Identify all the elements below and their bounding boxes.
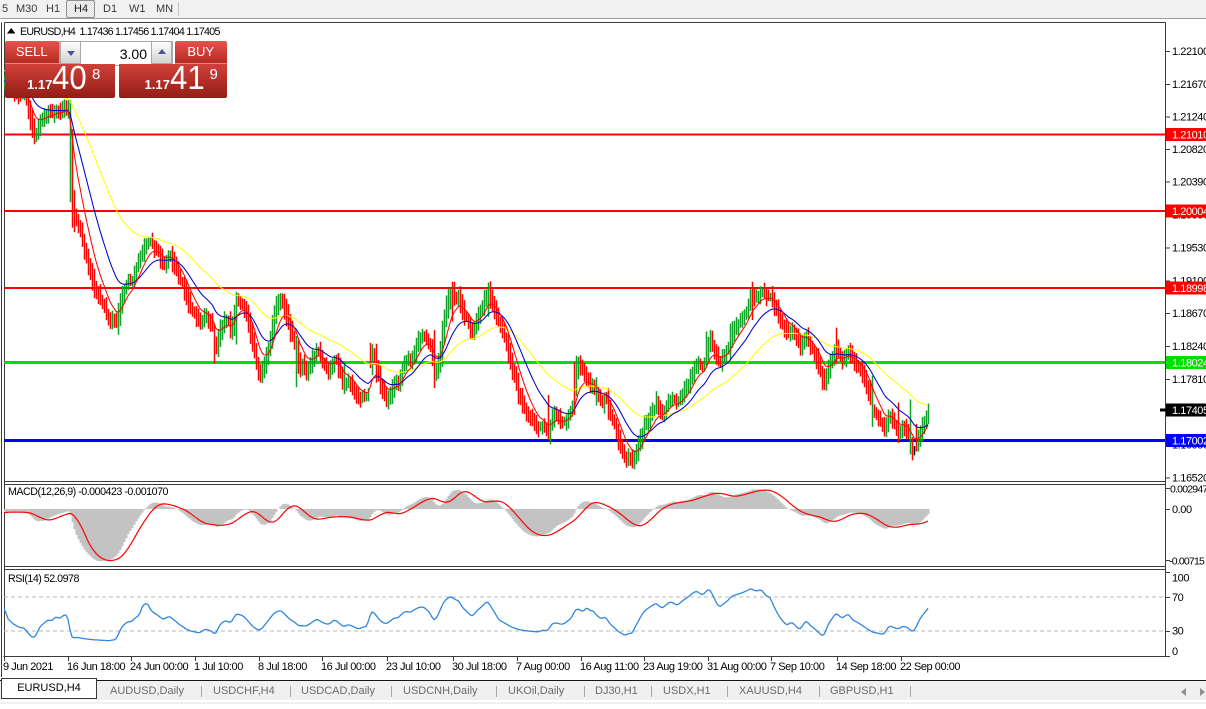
svg-text:1.22100: 1.22100	[1172, 46, 1206, 58]
svg-text:-0.00715: -0.00715	[1169, 556, 1205, 568]
svg-text:7 Sep 10:00: 7 Sep 10:00	[770, 661, 825, 673]
svg-text:1.21670: 1.21670	[1172, 79, 1206, 91]
svg-text:EURUSD,H4 1.17436 1.17456 1.1: EURUSD,H4 1.17436 1.17456 1.17404 1.1740…	[20, 26, 220, 38]
svg-text:23 Aug 19:00: 23 Aug 19:00	[643, 661, 703, 673]
svg-text:16 Jul 00:00: 16 Jul 00:00	[321, 661, 376, 673]
svg-text:0.002947: 0.002947	[1170, 484, 1206, 496]
svg-text:30 Jul 18:00: 30 Jul 18:00	[452, 661, 507, 673]
svg-text:24 Jun 00:00: 24 Jun 00:00	[130, 661, 189, 673]
svg-text:9 Jun 2021: 9 Jun 2021	[3, 661, 53, 673]
svg-text:7 Aug 00:00: 7 Aug 00:00	[516, 661, 570, 673]
svg-text:1.17810: 1.17810	[1172, 374, 1206, 386]
svg-text:1.20390: 1.20390	[1172, 177, 1206, 189]
svg-text:1.18998: 1.18998	[1172, 283, 1206, 295]
svg-text:RSI(14) 52.0978: RSI(14) 52.0978	[8, 573, 79, 585]
svg-text:31 Aug 00:00: 31 Aug 00:00	[707, 661, 767, 673]
svg-text:1.20004: 1.20004	[1172, 206, 1206, 218]
svg-text:30: 30	[1172, 626, 1184, 638]
svg-text:16 Jun 18:00: 16 Jun 18:00	[67, 661, 126, 673]
svg-text:1.21240: 1.21240	[1172, 112, 1206, 124]
svg-text:1.18670: 1.18670	[1172, 308, 1206, 320]
svg-text:1.17002: 1.17002	[1172, 436, 1206, 448]
svg-text:1.18024: 1.18024	[1172, 358, 1206, 370]
svg-text:16 Aug 11:00: 16 Aug 11:00	[580, 661, 639, 673]
svg-text:MACD(12,26,9) -0.000423 -0.001: MACD(12,26,9) -0.000423 -0.001070	[8, 486, 169, 498]
svg-text:8 Jul 18:00: 8 Jul 18:00	[258, 661, 307, 673]
svg-text:0: 0	[1172, 646, 1178, 658]
svg-text:1 Jul 10:00: 1 Jul 10:00	[194, 661, 243, 673]
svg-text:1.18240: 1.18240	[1172, 341, 1206, 353]
svg-text:1.20820: 1.20820	[1172, 144, 1206, 156]
svg-text:23 Jul 10:00: 23 Jul 10:00	[386, 661, 441, 673]
svg-text:70: 70	[1172, 592, 1184, 604]
svg-text:22 Sep 00:00: 22 Sep 00:00	[900, 661, 960, 673]
svg-text:0.00: 0.00	[1172, 504, 1192, 516]
svg-text:100: 100	[1172, 573, 1189, 585]
svg-text:1.16520: 1.16520	[1172, 472, 1206, 484]
svg-text:14 Sep 18:00: 14 Sep 18:00	[836, 661, 896, 673]
svg-text:1.21010: 1.21010	[1172, 129, 1206, 141]
svg-text:1.19530: 1.19530	[1172, 242, 1206, 254]
svg-text:1.17405: 1.17405	[1172, 405, 1206, 417]
